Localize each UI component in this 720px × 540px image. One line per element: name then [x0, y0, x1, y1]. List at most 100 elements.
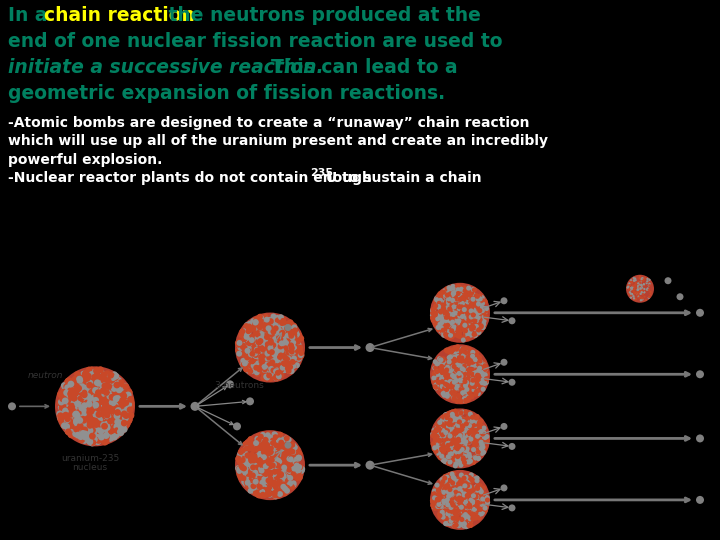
Circle shape	[452, 373, 457, 378]
Circle shape	[457, 373, 462, 378]
Circle shape	[475, 373, 480, 378]
Circle shape	[448, 387, 453, 393]
Circle shape	[467, 357, 472, 362]
Circle shape	[480, 381, 485, 386]
Circle shape	[475, 427, 480, 432]
Circle shape	[91, 406, 98, 413]
Circle shape	[90, 393, 96, 400]
Circle shape	[447, 428, 452, 433]
Circle shape	[266, 362, 272, 368]
Circle shape	[454, 361, 459, 366]
Circle shape	[448, 497, 453, 502]
Circle shape	[469, 434, 474, 439]
Circle shape	[98, 399, 105, 406]
Circle shape	[440, 448, 445, 453]
Circle shape	[451, 316, 456, 321]
Circle shape	[275, 343, 281, 349]
Circle shape	[467, 347, 472, 352]
Circle shape	[460, 493, 465, 498]
Circle shape	[448, 518, 453, 523]
Circle shape	[451, 286, 456, 291]
Circle shape	[473, 377, 478, 382]
Circle shape	[463, 356, 468, 361]
Circle shape	[124, 392, 131, 399]
Circle shape	[109, 427, 115, 434]
Circle shape	[474, 384, 479, 389]
Circle shape	[449, 434, 454, 438]
Circle shape	[244, 446, 250, 451]
Circle shape	[274, 339, 279, 345]
Circle shape	[448, 379, 453, 384]
Circle shape	[94, 368, 100, 375]
Circle shape	[236, 466, 242, 472]
Circle shape	[468, 507, 473, 512]
Circle shape	[458, 498, 463, 503]
Circle shape	[264, 442, 270, 448]
Circle shape	[267, 325, 274, 330]
Circle shape	[273, 458, 279, 464]
Circle shape	[464, 363, 469, 369]
Circle shape	[265, 457, 271, 463]
Circle shape	[637, 281, 639, 283]
Circle shape	[458, 373, 463, 377]
Circle shape	[104, 411, 111, 418]
Circle shape	[456, 497, 462, 502]
Circle shape	[287, 456, 292, 462]
Circle shape	[91, 370, 98, 377]
Circle shape	[459, 309, 464, 314]
Circle shape	[455, 496, 460, 502]
Circle shape	[648, 282, 651, 285]
Circle shape	[93, 403, 99, 410]
Circle shape	[470, 478, 475, 483]
Circle shape	[451, 379, 456, 384]
Circle shape	[254, 362, 260, 368]
Circle shape	[91, 403, 99, 410]
Circle shape	[465, 504, 470, 509]
Circle shape	[456, 413, 462, 418]
Circle shape	[269, 448, 275, 454]
Circle shape	[91, 424, 99, 431]
Circle shape	[82, 399, 89, 406]
Circle shape	[250, 351, 256, 357]
Circle shape	[477, 294, 482, 299]
Circle shape	[451, 395, 456, 401]
Circle shape	[448, 368, 453, 374]
Circle shape	[441, 458, 446, 463]
Circle shape	[256, 341, 262, 347]
Circle shape	[477, 307, 482, 312]
Circle shape	[454, 365, 459, 370]
Circle shape	[468, 386, 473, 390]
Circle shape	[456, 435, 462, 440]
Circle shape	[253, 460, 258, 465]
Circle shape	[460, 376, 465, 381]
Circle shape	[78, 416, 84, 423]
Circle shape	[274, 342, 280, 348]
Circle shape	[78, 421, 86, 427]
Circle shape	[444, 499, 449, 504]
Circle shape	[463, 474, 468, 478]
Circle shape	[79, 426, 86, 433]
Circle shape	[636, 287, 639, 289]
Circle shape	[467, 431, 472, 436]
Circle shape	[267, 345, 273, 350]
Circle shape	[459, 372, 464, 377]
Circle shape	[463, 378, 468, 383]
Circle shape	[449, 313, 454, 318]
Circle shape	[81, 393, 89, 399]
Circle shape	[470, 377, 475, 382]
Circle shape	[462, 481, 468, 486]
Circle shape	[460, 495, 465, 501]
Circle shape	[276, 335, 282, 341]
Circle shape	[246, 328, 251, 334]
Circle shape	[445, 359, 450, 364]
Circle shape	[468, 498, 473, 504]
Circle shape	[462, 359, 468, 363]
Circle shape	[255, 471, 261, 477]
Circle shape	[474, 382, 480, 387]
Circle shape	[467, 308, 472, 313]
Circle shape	[255, 333, 261, 339]
Circle shape	[457, 443, 462, 449]
Circle shape	[477, 430, 482, 435]
Circle shape	[445, 293, 450, 298]
Circle shape	[454, 440, 459, 445]
